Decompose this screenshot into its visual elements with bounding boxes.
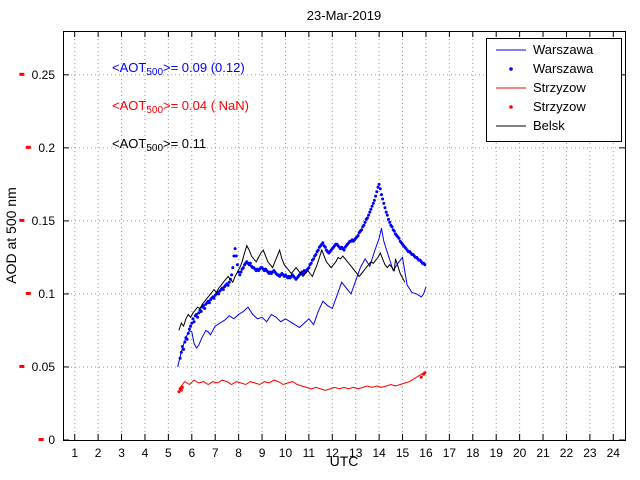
y-tick-marker: [25, 291, 31, 295]
tick-marks: [63, 31, 625, 441]
y-tick-marker: [19, 218, 25, 222]
aot-annotation: <AOT500>= 0.11: [112, 136, 206, 154]
legend-label: Warszawa: [533, 42, 594, 57]
legend-label: Strzyzow: [533, 99, 586, 114]
x-tick-label: 18: [466, 446, 480, 460]
x-tick-label: 19: [490, 446, 504, 460]
x-tick-label: 8: [235, 446, 242, 460]
x-tick-label: 1: [71, 446, 78, 460]
x-tick-label: 11: [303, 446, 316, 460]
x-tick-label: 17: [443, 446, 457, 460]
x-tick-label: 13: [349, 446, 363, 460]
legend-label: Strzyzow: [533, 80, 586, 95]
y-tick-label: 0.25: [32, 68, 56, 82]
x-tick-label: 23: [583, 446, 597, 460]
series-warszawa-scatter: [178, 182, 427, 360]
y-tick-marker: [19, 72, 25, 76]
legend-box: [486, 38, 622, 142]
legend-entry: Belsk: [496, 118, 565, 133]
y-tick-label: 0.05: [32, 360, 56, 374]
y-tick-label: 0.15: [32, 214, 56, 228]
x-tick-label: 20: [513, 446, 527, 460]
aot-annotation: <AOT500>= 0.04 ( NaN): [112, 98, 249, 116]
chart-title: 23-Mar-2019: [307, 8, 381, 23]
x-tick-label: 3: [118, 446, 125, 460]
y-tick-marker: [25, 145, 31, 149]
y-axis-label: AOD at 500 nm: [3, 187, 19, 284]
series-warszawa-line: [177, 228, 427, 368]
legend-dot-sample: [509, 105, 513, 109]
x-tick-label: 2: [95, 446, 102, 460]
y-tick-marker: [38, 438, 44, 441]
x-tick-label: 7: [212, 446, 219, 460]
series-belsk-line: [178, 244, 406, 331]
x-tick-label: 9: [259, 446, 266, 460]
series-strzyzow-line: [179, 372, 424, 391]
y-tick-label: 0: [48, 433, 55, 447]
legend-label: Warszawa: [533, 61, 594, 76]
x-tick-label: 24: [607, 446, 621, 460]
x-axis-label: UTC: [330, 453, 359, 469]
x-tick-label: 22: [560, 446, 574, 460]
legend: Warszawa Warszawa Strzyzow Strzyzow Belsk: [486, 38, 622, 142]
x-tick-label: 15: [396, 446, 410, 460]
legend-label: Belsk: [533, 118, 565, 133]
legend-entry: Warszawa: [496, 42, 594, 57]
y-tick-marker: [19, 364, 25, 368]
x-tick-label: 6: [188, 446, 195, 460]
x-tick-label: 21: [536, 446, 550, 460]
legend-entry: Warszawa: [509, 61, 594, 76]
axis-box: [63, 31, 626, 441]
x-tick-label: 14: [372, 446, 386, 460]
legend-dot-sample: [509, 67, 513, 71]
x-tick-label: 12: [326, 446, 340, 460]
series-strzyzow-scatter: [177, 371, 427, 394]
x-tick-label: 4: [142, 446, 149, 460]
aot-annotation: <AOT500>= 0.09 (0.12): [112, 60, 245, 78]
x-tick-label: 16: [419, 446, 433, 460]
legend-entry: Strzyzow: [509, 99, 586, 114]
y-tick-label: 0.2: [38, 141, 55, 155]
x-tick-label: 5: [165, 446, 172, 460]
y-tick-label: 0.1: [38, 287, 55, 301]
x-tick-label: 10: [279, 446, 293, 460]
legend-entry: Strzyzow: [496, 80, 586, 95]
